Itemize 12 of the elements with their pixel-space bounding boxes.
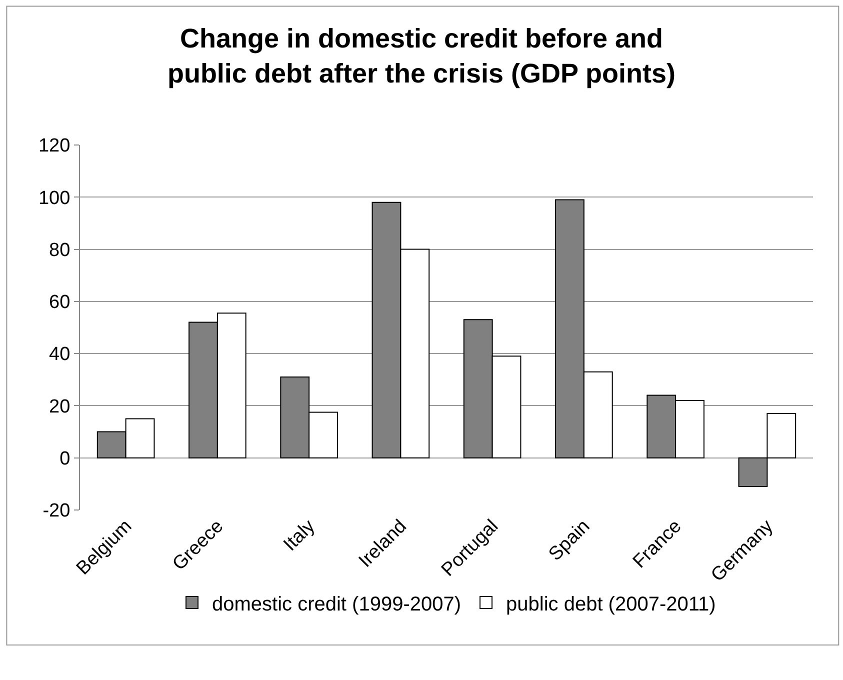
y-tick-label: 0 bbox=[60, 448, 70, 470]
y-tick-label: 20 bbox=[49, 396, 70, 418]
chart-title: Change in domestic credit before and public debt after the crisis (GDP points) bbox=[167, 24, 676, 89]
y-tick-label: 100 bbox=[38, 188, 70, 209]
y-tick-label: -20 bbox=[42, 500, 70, 522]
y-tick-label: 80 bbox=[49, 240, 70, 261]
x-tick-label: Italy bbox=[280, 516, 320, 556]
y-tick-label: 40 bbox=[49, 344, 70, 366]
y-tick-label: 120 bbox=[38, 136, 70, 157]
y-tick-label: 60 bbox=[49, 292, 70, 314]
legend-label: domestic credit (1999-2007) bbox=[212, 593, 462, 616]
legend-label: public debt (2007-2011) bbox=[506, 593, 716, 616]
